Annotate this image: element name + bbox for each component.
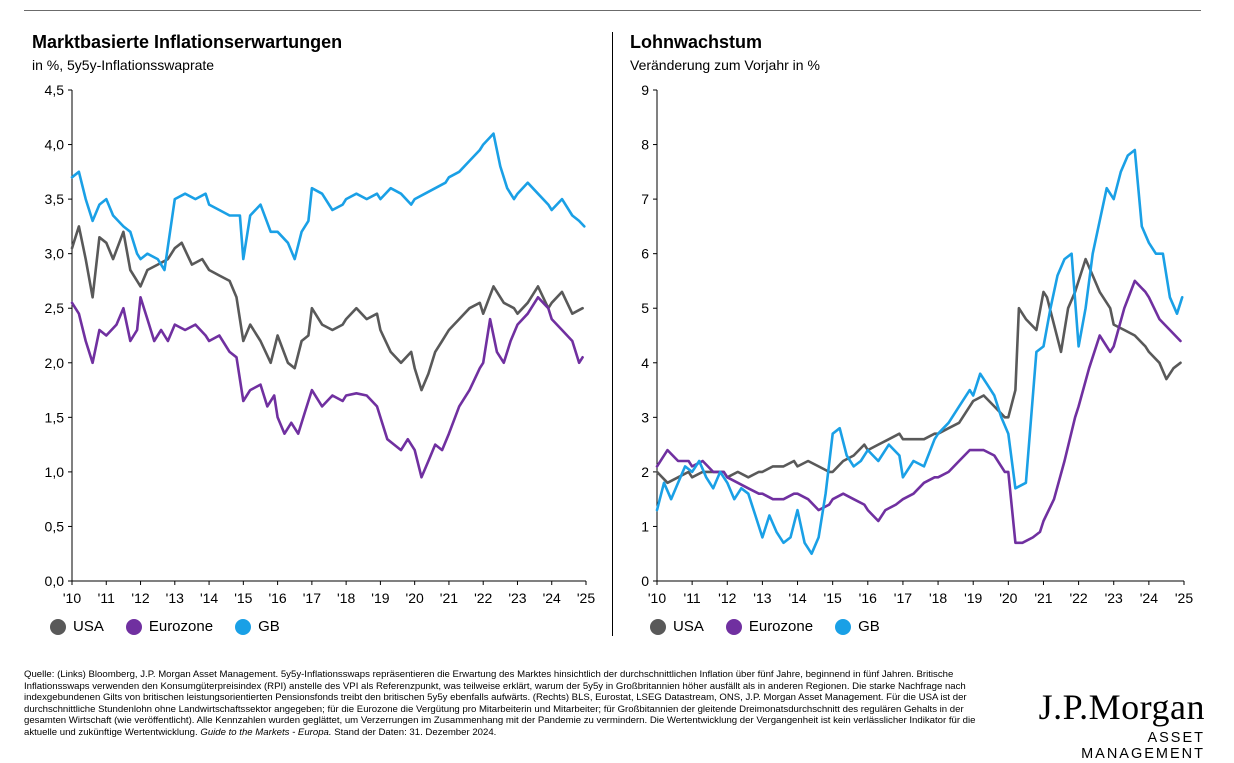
x-tick-label: '11 (98, 590, 115, 606)
x-tick-label: '16 (859, 590, 877, 606)
left-legend: USA Eurozone GB (50, 618, 302, 635)
x-tick-label: '24 (1140, 590, 1158, 606)
x-tick-label: '10 (63, 590, 81, 606)
y-tick-label: 4,5 (45, 82, 65, 98)
left-chart-subtitle: in %, 5y5y-Inflationsswaprate (32, 57, 215, 73)
legend-item-usa: USA (50, 618, 104, 635)
x-tick-label: '15 (234, 590, 252, 606)
x-tick-label: '13 (166, 590, 184, 606)
y-tick-label: 1,5 (45, 409, 65, 425)
x-tick-label: '21 (1034, 590, 1052, 606)
legend-label-eurozone: Eurozone (148, 618, 214, 635)
panel-divider (612, 32, 613, 636)
x-tick-label: '25 (577, 590, 595, 606)
x-tick-label: '14 (788, 590, 806, 606)
legend-swatch-eurozone (125, 618, 142, 635)
chart-2: 0 1 2 3 4 5 6 7 8 9 '10 '11 '12 '13 '14 '15 '16 '17 '18 '19… (641, 82, 1193, 606)
x-tick-label: '24 (543, 590, 561, 606)
logo-subtitle: ASSET MANAGEMENT (1081, 730, 1205, 762)
legend-swatch-gb (835, 618, 852, 635)
left-chart-title: Marktbasierte Inflationserwartungen (32, 32, 343, 52)
series-line-gb (70, 132, 586, 272)
x-tick-label: '14 (200, 590, 218, 606)
x-tick-label: '25 (1175, 590, 1193, 606)
y-tick-label: 0,5 (45, 518, 65, 534)
x-tick-label: '13 (753, 590, 771, 606)
legend-label-gb: GB (258, 618, 280, 635)
y-tick-label: 0,0 (45, 573, 65, 589)
y-tick-label: 3,0 (45, 246, 65, 262)
x-tick-label: '23 (1105, 590, 1123, 606)
legend-swatch-usa (650, 618, 666, 635)
jpmorgan-logo: J.P.Morgan ASSET MANAGEMENT (1020, 688, 1205, 762)
y-tick-label: 5 (641, 300, 649, 316)
legend-item-gb: GB (835, 618, 880, 635)
legend-label-usa: USA (673, 618, 704, 635)
source-footnote: Quelle: (Links) Bloomberg, J.P. Morgan A… (24, 669, 990, 739)
legend-item-eurozone: Eurozone (725, 618, 814, 635)
y-tick-label: 2 (641, 464, 649, 480)
series-line-eurozone (70, 296, 584, 479)
y-tick-label: 8 (641, 137, 649, 153)
x-tick-label: '16 (268, 590, 286, 606)
x-tick-label: '15 (824, 590, 842, 606)
x-tick-label: '20 (406, 590, 424, 606)
y-tick-label: 6 (641, 246, 649, 262)
series-line-usa (655, 257, 1182, 485)
y-tick-label: 3 (641, 409, 649, 425)
legend-label-gb: GB (858, 618, 880, 635)
top-rule (24, 10, 1201, 11)
legend-label-usa: USA (73, 618, 104, 635)
series-line-eurozone (655, 279, 1182, 545)
y-tick-label: 3,5 (45, 191, 65, 207)
legend-label-eurozone: Eurozone (748, 618, 814, 635)
y-tick-label: 0 (641, 573, 649, 589)
x-tick-label: '20 (999, 590, 1017, 606)
x-tick-label: '22 (474, 590, 492, 606)
right-chart-title: Lohnwachstum (630, 32, 763, 52)
x-tick-label: '17 (894, 590, 912, 606)
x-tick-label: '11 (684, 590, 701, 606)
legend-item-eurozone: Eurozone (125, 618, 214, 635)
y-tick-label: 1 (641, 518, 649, 534)
x-tick-label: '10 (648, 590, 666, 606)
x-tick-label: '17 (303, 590, 321, 606)
x-tick-label: '18 (929, 590, 947, 606)
y-tick-label: 4,0 (45, 137, 65, 153)
y-tick-label: 1,0 (45, 464, 65, 480)
x-tick-label: '21 (440, 590, 458, 606)
x-tick-label: '19 (964, 590, 982, 606)
footnote-guide: Guide to the Markets - Europa. (200, 726, 332, 738)
x-tick-label: '22 (1069, 590, 1087, 606)
x-tick-label: '12 (131, 590, 149, 606)
y-tick-label: 9 (641, 82, 649, 98)
series-line-usa (70, 225, 584, 392)
legend-swatch-eurozone (725, 618, 742, 635)
y-tick-label: 2,5 (45, 300, 65, 316)
y-tick-label: 2,0 (45, 355, 65, 371)
legend-swatch-usa (50, 618, 66, 635)
chart-1: 0,0 0,5 1,0 1,5 2,0 2,5 3,0 3,5 4,0 4,5 '10 '11 '12 '… (45, 82, 596, 606)
legend-swatch-gb (235, 618, 252, 635)
x-tick-label: '18 (337, 590, 355, 606)
legend-item-usa: USA (650, 618, 704, 635)
legend-item-gb: GB (235, 618, 280, 635)
logo-name: J.P.Morgan (1038, 687, 1205, 727)
footnote-date: Stand der Daten: 31. Dezember 2024. (334, 726, 497, 738)
right-chart-subtitle: Veränderung zum Vorjahr in % (630, 57, 820, 73)
right-legend: USA Eurozone GB (650, 618, 902, 635)
x-tick-label: '12 (718, 590, 736, 606)
footnote-text: Quelle: (Links) Bloomberg, J.P. Morgan A… (24, 669, 976, 738)
y-tick-label: 4 (641, 355, 649, 371)
y-tick-label: 7 (641, 191, 649, 207)
series-line-gb (655, 148, 1184, 555)
x-tick-label: '23 (508, 590, 526, 606)
x-tick-label: '19 (371, 590, 389, 606)
